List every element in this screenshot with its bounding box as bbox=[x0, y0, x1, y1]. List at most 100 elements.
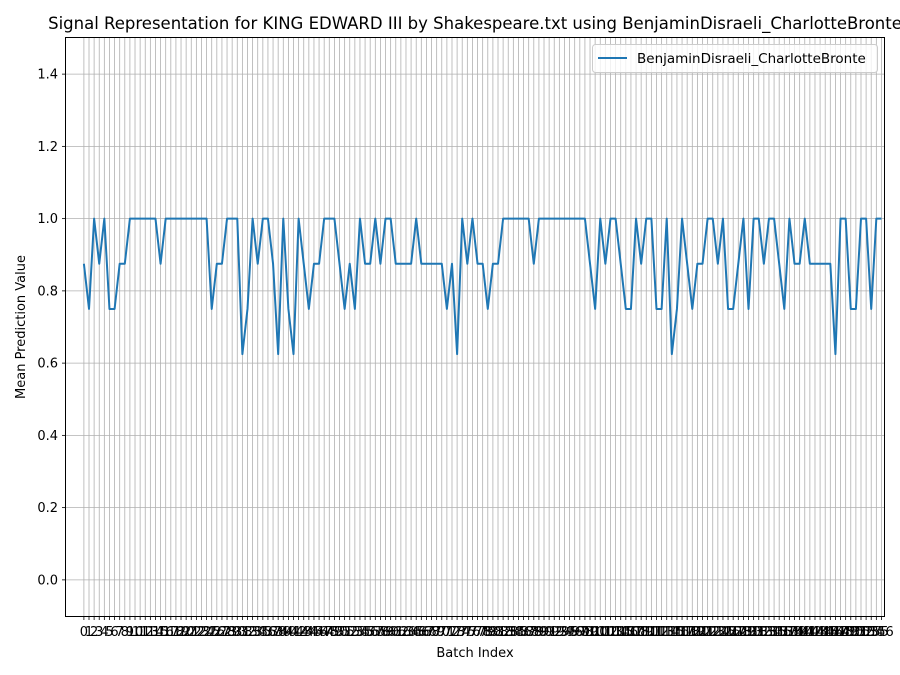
x-tick-label: 155 bbox=[864, 625, 889, 640]
x-tick-label: 71 bbox=[439, 625, 456, 640]
x-tick-label: 144 bbox=[808, 625, 833, 640]
x-tick-label: 25 bbox=[203, 625, 220, 640]
x-tick-label: 125 bbox=[711, 625, 736, 640]
x-tick-label: 65 bbox=[408, 625, 425, 640]
x-tick-label: 17 bbox=[163, 625, 180, 640]
y-tick-label: 1.2 bbox=[37, 140, 58, 155]
x-tick-label: 75 bbox=[459, 625, 476, 640]
x-tick-label: 60 bbox=[382, 625, 399, 640]
x-tick-label: 88 bbox=[526, 625, 543, 640]
x-tick-label: 55 bbox=[357, 625, 374, 640]
x-tick-label: 22 bbox=[188, 625, 205, 640]
x-tick-label: 26 bbox=[209, 625, 226, 640]
x-tick-label: 89 bbox=[531, 625, 548, 640]
x-tick-label: 115 bbox=[659, 625, 684, 640]
x-tick-label: 11 bbox=[132, 625, 149, 640]
x-tick-label: 130 bbox=[736, 625, 761, 640]
x-tick-label: 156 bbox=[869, 625, 894, 640]
y-tick-label: 0.8 bbox=[37, 284, 58, 299]
x-tick-label: 106 bbox=[613, 625, 638, 640]
x-tick-label: 113 bbox=[649, 625, 674, 640]
x-tick-label: 117 bbox=[670, 625, 695, 640]
x-tick-label: 95 bbox=[561, 625, 578, 640]
x-tick-label: 27 bbox=[214, 625, 231, 640]
x-tick-label: 61 bbox=[387, 625, 404, 640]
x-tick-label: 131 bbox=[741, 625, 766, 640]
x-tick-label: 121 bbox=[690, 625, 715, 640]
legend-box bbox=[592, 44, 878, 73]
x-tick-label: 98 bbox=[577, 625, 594, 640]
y-axis-ticks: 0.0 0.2 0.4 0.6 0.8 1.0 1.2 1.4 bbox=[37, 68, 66, 588]
x-tick-label: 39 bbox=[275, 625, 292, 640]
x-tick-label: 73 bbox=[449, 625, 466, 640]
x-tick-label: 94 bbox=[556, 625, 573, 640]
x-tick-label: 138 bbox=[777, 625, 802, 640]
x-tick-label: 31 bbox=[234, 625, 251, 640]
series-line bbox=[82, 217, 882, 356]
x-tick-label: 12 bbox=[137, 625, 154, 640]
x-tick-label: 91 bbox=[541, 625, 558, 640]
x-tick-label: 13 bbox=[142, 625, 159, 640]
x-tick-label: 102 bbox=[593, 625, 618, 640]
x-tick-label: 90 bbox=[536, 625, 553, 640]
x-tick-label: 32 bbox=[239, 625, 256, 640]
y-tick-label: 0.4 bbox=[37, 429, 58, 444]
y-tick-label: 0.6 bbox=[37, 357, 58, 372]
x-tick-label: 143 bbox=[803, 625, 828, 640]
x-tick-label: 132 bbox=[746, 625, 771, 640]
x-tick-label: 128 bbox=[726, 625, 751, 640]
x-tick-label: 105 bbox=[608, 625, 633, 640]
x-tick-label: 82 bbox=[495, 625, 512, 640]
x-tick-label: 116 bbox=[665, 625, 690, 640]
x-tick-label: 152 bbox=[849, 625, 874, 640]
x-tick-label: 18 bbox=[168, 625, 185, 640]
x-tick-label: 10 bbox=[127, 625, 144, 640]
x-tick-label: 86 bbox=[515, 625, 532, 640]
x-tick-label: 37 bbox=[265, 625, 282, 640]
x-tick-label: 0 bbox=[80, 625, 88, 640]
y-tick-label: 1.4 bbox=[37, 68, 58, 83]
x-tick-label: 110 bbox=[634, 625, 659, 640]
x-tick-label: 7 bbox=[116, 625, 124, 640]
x-tick-label: 15 bbox=[152, 625, 169, 640]
x-tick-label: 112 bbox=[644, 625, 669, 640]
x-tick-label: 119 bbox=[680, 625, 705, 640]
x-tick-label: 33 bbox=[244, 625, 261, 640]
chart-title: Signal Representation for KING EDWARD II… bbox=[48, 14, 900, 34]
x-tick-label: 120 bbox=[685, 625, 710, 640]
x-tick-label: 51 bbox=[336, 625, 353, 640]
x-tick-label: 124 bbox=[705, 625, 730, 640]
x-tick-label: 99 bbox=[582, 625, 599, 640]
y-tick-label: 1.0 bbox=[37, 212, 58, 227]
x-tick-label: 101 bbox=[588, 625, 613, 640]
x-tick-label: 69 bbox=[428, 625, 445, 640]
x-tick-label: 134 bbox=[757, 625, 782, 640]
x-tick-label: 21 bbox=[183, 625, 200, 640]
x-tick-label: 1 bbox=[85, 625, 93, 640]
x-tick-label: 29 bbox=[224, 625, 241, 640]
x-tick-label: 63 bbox=[398, 625, 415, 640]
x-tick-label: 87 bbox=[520, 625, 537, 640]
x-tick-label: 150 bbox=[838, 625, 863, 640]
x-tick-label: 36 bbox=[260, 625, 277, 640]
x-tick-label: 108 bbox=[624, 625, 649, 640]
x-tick-label: 66 bbox=[413, 625, 430, 640]
x-tick-label: 23 bbox=[193, 625, 210, 640]
x-tick-label: 147 bbox=[823, 625, 848, 640]
x-tick-label: 141 bbox=[792, 625, 817, 640]
x-tick-label: 76 bbox=[464, 625, 481, 640]
x-tick-label: 139 bbox=[782, 625, 807, 640]
x-tick-label: 58 bbox=[372, 625, 389, 640]
x-tick-label: 70 bbox=[433, 625, 450, 640]
x-tick-label: 129 bbox=[731, 625, 756, 640]
x-tick-label: 5 bbox=[105, 625, 113, 640]
x-tick-label: 97 bbox=[572, 625, 589, 640]
x-tick-label: 78 bbox=[474, 625, 491, 640]
x-tick-label: 72 bbox=[444, 625, 461, 640]
x-tick-label: 145 bbox=[813, 625, 838, 640]
x-tick-label: 16 bbox=[157, 625, 174, 640]
x-tick-label: 148 bbox=[828, 625, 853, 640]
x-tick-label: 28 bbox=[219, 625, 236, 640]
x-tick-label: 3 bbox=[95, 625, 103, 640]
y-tick-label: 0.2 bbox=[37, 501, 58, 516]
